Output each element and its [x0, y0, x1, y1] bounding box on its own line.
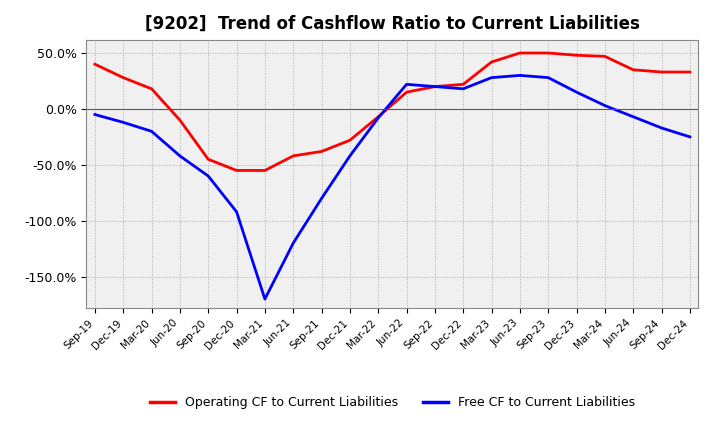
Free CF to Current Liabilities — [459, 86, 467, 92]
Free CF to Current Liabilities — [119, 120, 127, 125]
Free CF to Current Liabilities — [402, 82, 411, 87]
Free CF to Current Liabilities — [544, 75, 552, 80]
Free CF to Current Liabilities — [431, 84, 439, 89]
Operating CF to Current Liabilities — [261, 168, 269, 173]
Free CF to Current Liabilities — [176, 153, 184, 158]
Free CF to Current Liabilities — [261, 297, 269, 302]
Operating CF to Current Liabilities — [516, 50, 524, 55]
Operating CF to Current Liabilities — [431, 84, 439, 89]
Free CF to Current Liabilities — [572, 89, 581, 95]
Title: [9202]  Trend of Cashflow Ratio to Current Liabilities: [9202] Trend of Cashflow Ratio to Curren… — [145, 15, 640, 33]
Operating CF to Current Liabilities — [459, 82, 467, 87]
Free CF to Current Liabilities — [233, 209, 241, 214]
Free CF to Current Liabilities — [91, 112, 99, 117]
Free CF to Current Liabilities — [289, 241, 297, 246]
Free CF to Current Liabilities — [148, 128, 156, 134]
Free CF to Current Liabilities — [600, 103, 609, 108]
Free CF to Current Liabilities — [204, 173, 212, 179]
Operating CF to Current Liabilities — [572, 53, 581, 58]
Operating CF to Current Liabilities — [685, 70, 694, 75]
Operating CF to Current Liabilities — [289, 153, 297, 158]
Legend: Operating CF to Current Liabilities, Free CF to Current Liabilities: Operating CF to Current Liabilities, Fre… — [145, 392, 640, 414]
Operating CF to Current Liabilities — [402, 89, 411, 95]
Line: Operating CF to Current Liabilities: Operating CF to Current Liabilities — [95, 53, 690, 170]
Operating CF to Current Liabilities — [148, 86, 156, 92]
Free CF to Current Liabilities — [516, 73, 524, 78]
Operating CF to Current Liabilities — [600, 54, 609, 59]
Operating CF to Current Liabilities — [233, 168, 241, 173]
Operating CF to Current Liabilities — [91, 62, 99, 67]
Free CF to Current Liabilities — [346, 153, 354, 158]
Operating CF to Current Liabilities — [657, 70, 666, 75]
Operating CF to Current Liabilities — [318, 149, 326, 154]
Free CF to Current Liabilities — [374, 115, 382, 121]
Free CF to Current Liabilities — [487, 75, 496, 80]
Operating CF to Current Liabilities — [374, 114, 382, 119]
Free CF to Current Liabilities — [318, 196, 326, 201]
Operating CF to Current Liabilities — [629, 67, 637, 73]
Free CF to Current Liabilities — [629, 114, 637, 119]
Operating CF to Current Liabilities — [204, 157, 212, 162]
Free CF to Current Liabilities — [685, 134, 694, 139]
Operating CF to Current Liabilities — [119, 75, 127, 80]
Operating CF to Current Liabilities — [487, 59, 496, 65]
Free CF to Current Liabilities — [657, 125, 666, 131]
Operating CF to Current Liabilities — [544, 50, 552, 55]
Operating CF to Current Liabilities — [346, 138, 354, 143]
Line: Free CF to Current Liabilities: Free CF to Current Liabilities — [95, 75, 690, 299]
Operating CF to Current Liabilities — [176, 117, 184, 123]
